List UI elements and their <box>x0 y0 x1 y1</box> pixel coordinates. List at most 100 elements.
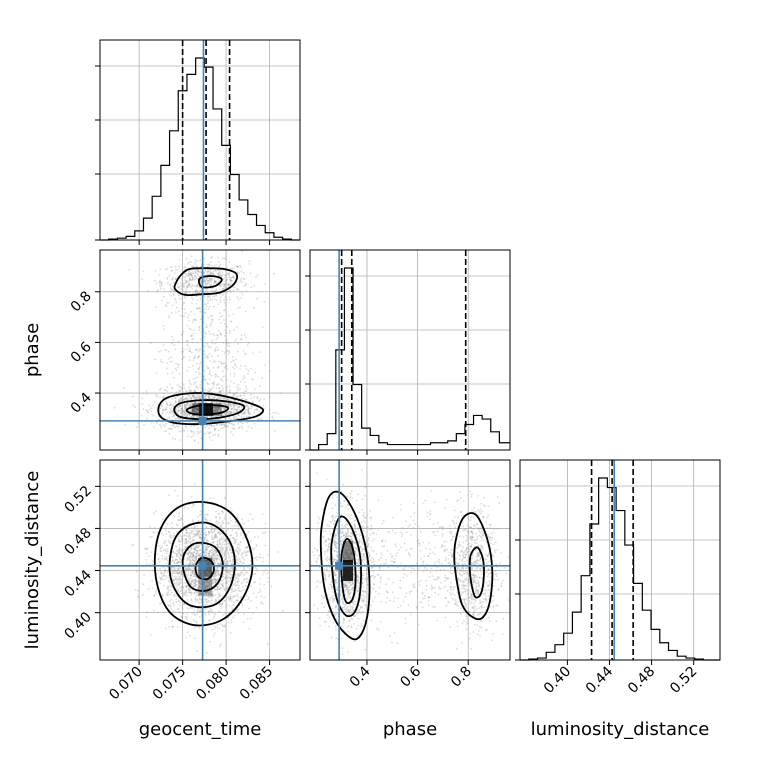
sample-point <box>204 308 207 310</box>
sample-point <box>185 403 188 405</box>
sample-point <box>219 588 221 590</box>
sample-point <box>225 342 228 345</box>
sample-point <box>258 556 260 559</box>
sample-point <box>172 292 175 295</box>
sample-point <box>163 557 166 559</box>
sample-point <box>190 549 193 551</box>
sample-point <box>215 289 218 292</box>
x-tick-label-luminosity_distance: 0.44 <box>583 663 616 696</box>
sample-point <box>212 424 215 427</box>
sample-point <box>198 366 201 369</box>
sample-point <box>266 642 269 645</box>
sample-point <box>215 560 218 562</box>
sample-point <box>165 556 168 558</box>
sample-point <box>247 369 250 372</box>
sample-point <box>229 290 232 293</box>
sample-point <box>213 279 216 282</box>
sample-point <box>210 261 212 263</box>
sample-point <box>191 410 193 413</box>
sample-point <box>186 585 189 587</box>
sample-point <box>169 593 172 596</box>
sample-point <box>205 279 208 282</box>
sample-point <box>269 408 272 411</box>
sample-point <box>145 552 148 555</box>
sample-point <box>185 274 188 277</box>
sample-point <box>210 542 213 544</box>
sample-point <box>210 387 213 390</box>
sample-point <box>355 627 358 630</box>
sample-point <box>188 275 190 278</box>
sample-point <box>165 575 167 577</box>
sample-point <box>191 284 194 287</box>
sample-point <box>238 580 240 582</box>
sample-point <box>177 417 179 419</box>
sample-point <box>214 290 217 292</box>
sample-point <box>213 615 216 618</box>
sample-point <box>182 399 185 402</box>
sample-point <box>186 576 189 578</box>
sample-point <box>225 540 228 542</box>
sample-point <box>131 544 133 547</box>
sample-point <box>261 326 264 329</box>
sample-point <box>192 359 195 362</box>
sample-point <box>226 413 229 416</box>
sample-point <box>189 409 192 412</box>
sample-point <box>187 397 190 400</box>
sample-point <box>221 625 224 627</box>
sample-point <box>160 426 163 429</box>
sample-point <box>185 590 188 592</box>
sample-point <box>178 587 181 590</box>
sample-point <box>203 303 206 306</box>
sample-point <box>186 286 189 289</box>
sample-point <box>145 417 148 420</box>
sample-point <box>159 424 162 427</box>
sample-point <box>186 286 189 289</box>
sample-point <box>233 583 236 586</box>
sample-point <box>223 550 226 553</box>
sample-point <box>166 411 168 414</box>
sample-point <box>193 611 196 614</box>
sample-point <box>243 558 246 561</box>
sample-point <box>151 413 153 416</box>
sample-point <box>170 607 173 610</box>
sample-point <box>221 629 224 632</box>
sample-point <box>192 270 195 273</box>
sample-point <box>232 424 235 426</box>
sample-point <box>249 413 252 415</box>
sample-point <box>223 362 226 365</box>
sample-point <box>207 296 209 298</box>
sample-point <box>231 607 234 609</box>
sample-point <box>223 402 226 405</box>
sample-point <box>243 412 246 414</box>
sample-point <box>183 411 186 414</box>
sample-point <box>212 635 215 637</box>
sample-point <box>224 286 227 289</box>
sample-point <box>239 306 241 309</box>
sample-point <box>136 426 139 429</box>
sample-point <box>209 424 211 427</box>
sample-point <box>250 397 253 400</box>
sample-point <box>228 413 230 415</box>
sample-point <box>206 277 209 279</box>
sample-point <box>213 334 216 337</box>
sample-point <box>207 302 209 304</box>
sample-point <box>220 403 222 405</box>
sample-point <box>205 332 207 335</box>
sample-point <box>182 302 184 304</box>
sample-point <box>189 404 191 407</box>
sample-point <box>232 417 235 420</box>
sample-point <box>215 406 218 409</box>
sample-point <box>247 372 249 375</box>
sample-point <box>179 282 182 285</box>
sample-point <box>259 398 262 401</box>
sample-point <box>159 582 162 585</box>
sample-point <box>188 414 191 416</box>
sample-point <box>193 261 196 264</box>
sample-point <box>137 422 140 424</box>
sample-point <box>247 408 250 411</box>
sample-point <box>189 591 191 594</box>
sample-point <box>160 576 163 579</box>
sample-point <box>231 537 234 540</box>
sample-point <box>174 577 177 580</box>
sample-point <box>318 517 321 520</box>
